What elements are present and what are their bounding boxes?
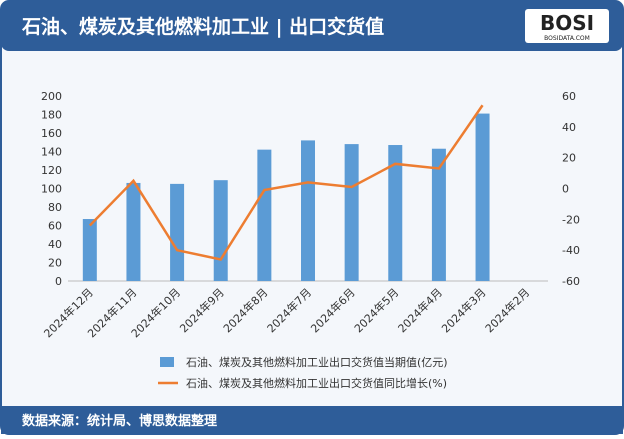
legend-label: 石油、煤炭及其他燃料加工业出口交货值当期值(亿元) <box>186 355 448 369</box>
header <box>1 1 623 51</box>
footer <box>1 406 623 434</box>
source: 数据来源：统计局、博思数据整理 <box>22 413 217 429</box>
y-tick-label: 40 <box>48 238 62 251</box>
logo-box <box>525 9 609 43</box>
bar <box>431 148 446 281</box>
bar <box>213 180 228 281</box>
y2-tick-label: 0 <box>562 183 569 196</box>
y-tick-label: 80 <box>48 201 62 214</box>
bar <box>257 149 272 281</box>
logo-sub: BOSIDATA.COM <box>544 35 590 42</box>
y2-tick-label: 20 <box>562 152 576 165</box>
bar <box>82 219 97 281</box>
y-tick-label: 120 <box>41 164 62 177</box>
y2-tick-label: -40 <box>562 244 580 257</box>
y2-tick-label: -60 <box>562 275 580 288</box>
y2-tick-label: -20 <box>562 213 580 226</box>
bar <box>475 113 490 281</box>
bar <box>388 145 403 281</box>
chart-title: 石油、煤炭及其他燃料加工业 | 出口交货值 <box>21 15 384 38</box>
y-tick-label: 60 <box>48 220 62 233</box>
y-tick-label: 100 <box>41 183 62 196</box>
y-tick-label: 200 <box>41 90 62 103</box>
bar <box>301 140 315 281</box>
y-tick-label: 180 <box>41 109 62 122</box>
bar <box>344 144 359 281</box>
line <box>88 104 484 261</box>
y2-tick-label: 40 <box>562 121 576 134</box>
y-tick-label: 0 <box>55 275 62 288</box>
y2-tick-label: 60 <box>562 90 576 103</box>
legend-swatch <box>160 357 174 367</box>
bar <box>126 182 141 281</box>
y-tick-label: 140 <box>41 146 62 159</box>
y-tick-label: 160 <box>41 127 62 140</box>
bar <box>170 183 185 281</box>
legend-label: 石油、煤炭及其他燃料加工业出口交货值同比增长(%) <box>186 376 447 390</box>
y-tick-label: 20 <box>48 257 62 270</box>
logo: BOSI <box>540 11 594 35</box>
